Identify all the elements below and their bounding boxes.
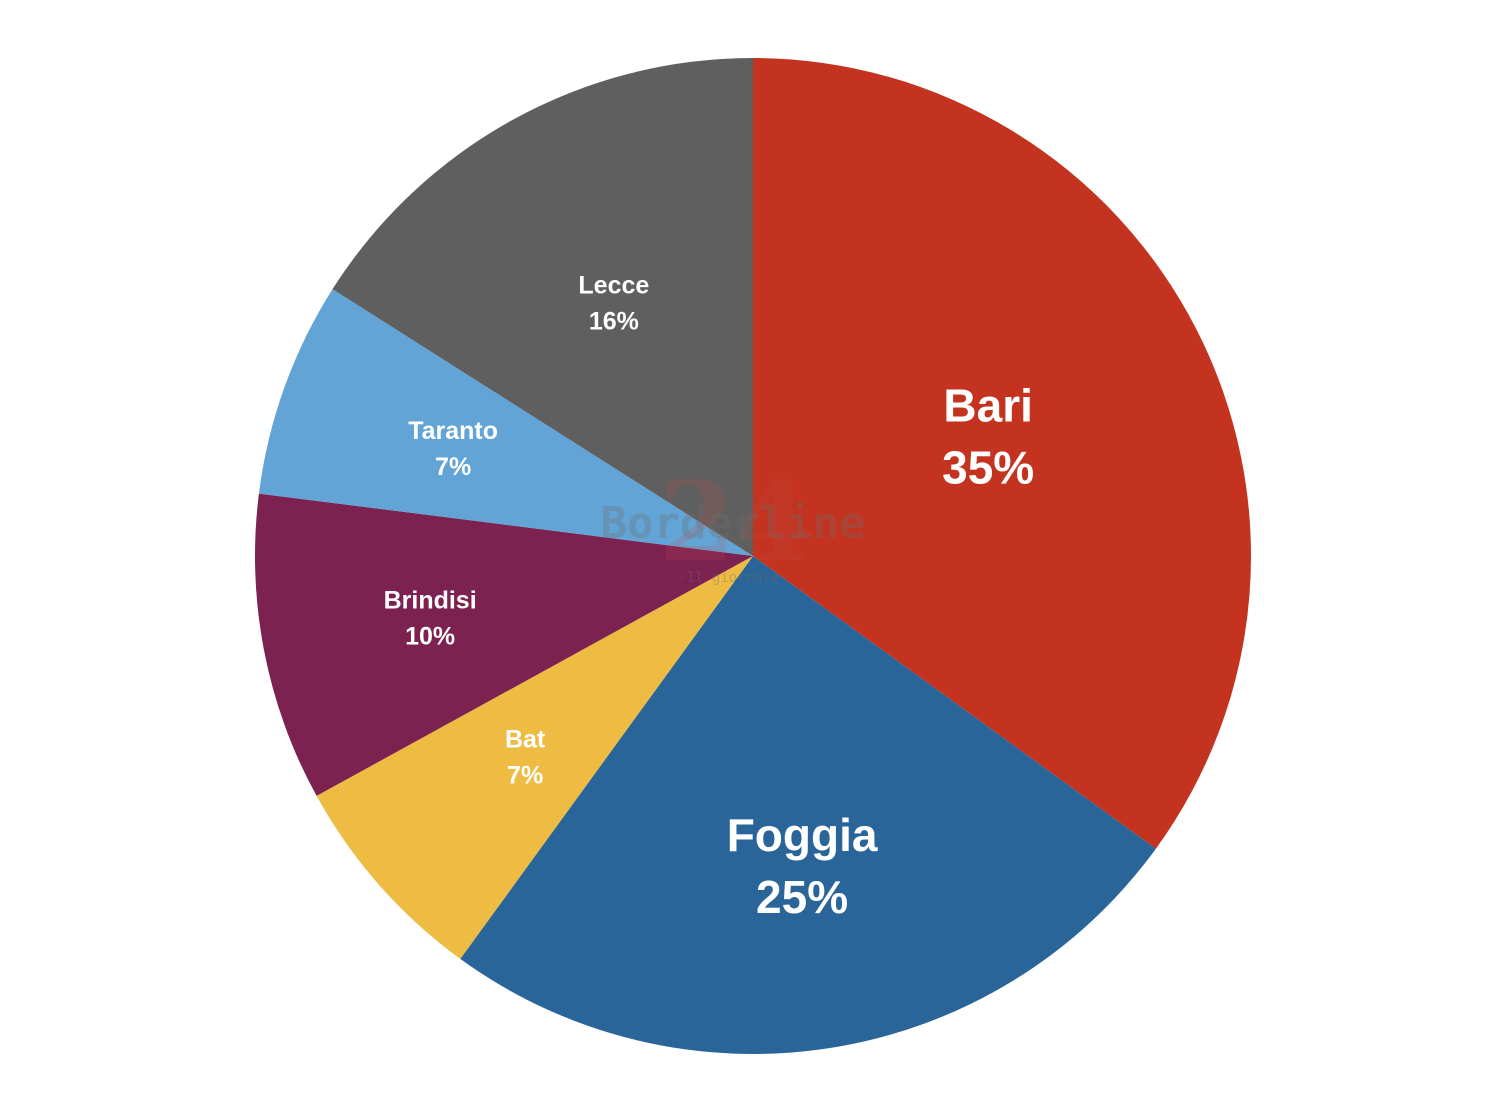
slice-label-lecce: Lecce — [578, 272, 649, 300]
pie-slice-bari — [753, 58, 1251, 849]
slices-layer — [254, 58, 1251, 1054]
slice-label-foggia: Foggia — [727, 809, 878, 861]
pie-slice-taranto — [258, 289, 753, 556]
slice-percent-bari: 35% — [942, 441, 1034, 493]
slice-percent-lecce: 16% — [589, 308, 639, 336]
labels-layer: Bari 35% Foggia 25% Bat 7% Brindisi 10% Taranto 7… — [384, 272, 1035, 923]
watermark-brand: Borderline — [601, 498, 866, 549]
slice-percent-taranto: 7% — [435, 453, 471, 481]
slice-label-taranto: Taranto — [408, 417, 498, 445]
watermark-number: 24 — [658, 457, 811, 586]
pie-slice-bat — [316, 556, 753, 959]
slice-percent-brindisi: 10% — [405, 622, 455, 650]
slice-percent-foggia: 25% — [756, 871, 848, 923]
pie-slice-brindisi — [254, 493, 753, 796]
watermark-tagline: -Il giornale- — [678, 570, 788, 586]
pie-slice-foggia — [460, 556, 1156, 1054]
watermark-logo: 24 Borderline -Il giornale- — [601, 457, 866, 586]
slice-label-bat: Bat — [505, 726, 546, 754]
slice-label-brindisi: Brindisi — [384, 586, 477, 614]
pie-slice-lecce — [332, 58, 753, 556]
slice-percent-bat: 7% — [507, 762, 543, 790]
slice-label-bari: Bari — [943, 379, 1032, 431]
